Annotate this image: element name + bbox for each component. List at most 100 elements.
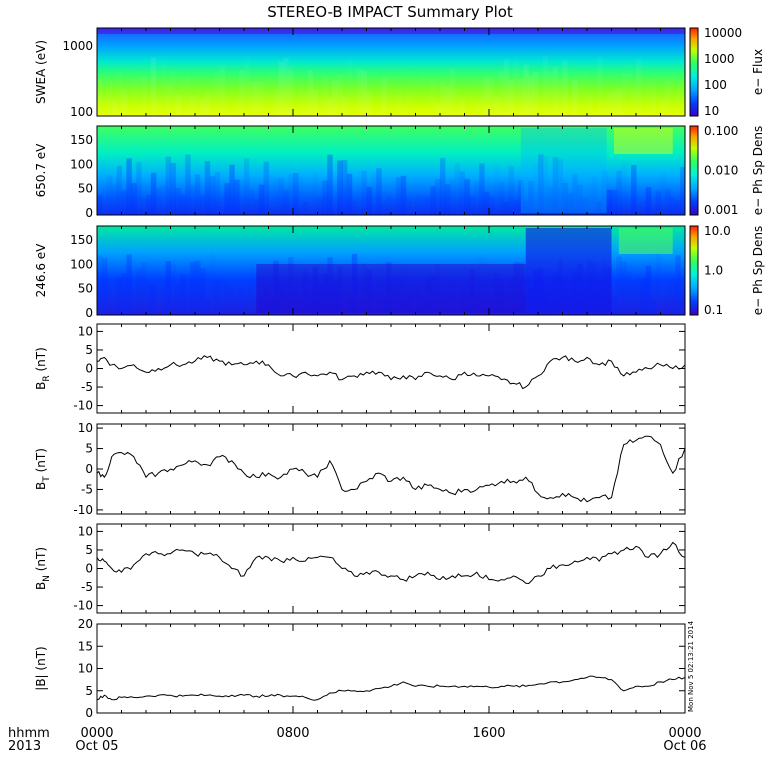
spectrogram-1-strip [587,93,593,116]
spectrogram-1-strip [503,58,510,116]
depleted-region [525,228,612,313]
y-axis-label: BN (nT) [34,547,52,590]
spectrogram-2-strip [513,200,519,215]
spectrogram-2-strip [395,177,402,215]
spectrogram-2-strip [538,154,544,215]
spectrogram-3-strip [199,268,206,315]
spectrogram-3-strip [351,253,358,315]
y-tick-label: 100 [70,105,93,119]
spectrogram-3-strip [204,299,211,315]
spectrogram-1-strip [465,99,470,116]
spectrogram-1-strip [596,56,603,116]
spectrogram-3-strip [283,270,289,315]
spectrogram-3-strip [474,291,480,315]
spectrogram-1-strip [121,89,127,116]
y-tick-label: 15 [78,639,93,653]
spectrogram-1-strip [244,57,249,116]
spectrogram-2-strip [552,157,559,215]
spectrogram-3-strip [381,295,387,315]
spectrogram-1-strip [253,81,260,116]
spectrogram-1-strip [136,70,141,116]
spectrogram-2-strip [180,195,186,215]
spectrogram-3-strip [121,273,127,315]
spectrogram-1-strip [514,60,519,116]
spectrogram-3-strip [170,264,176,315]
spectrogram-1-strip [459,99,465,116]
spectrogram-3-strip [234,294,240,315]
spectrogram-1-strip [474,101,480,116]
y-tick-label: 0 [85,306,93,320]
spectrogram-3-strip [136,268,142,315]
label-layer: STEREO-B IMPACT Summary Plot100001000100… [8,3,765,754]
spectrogram-layer [96,27,699,316]
spectrogram-3-strip [244,285,249,315]
spectrogram-3-strip [185,274,191,315]
spectrogram-3-strip [273,260,279,315]
spectrogram-3-strip [444,295,451,315]
spectrogram-3-strip [376,262,382,315]
spectrogram-3-strip [229,289,235,315]
spectrogram-1-strip [542,55,549,116]
spectrogram-2-strip [503,201,510,215]
spectrogram-1-strip [533,72,539,116]
spectrogram-1-strip [97,79,103,116]
low-flux-region [256,264,526,313]
colorbar-tick-label: 0.001 [704,203,738,217]
colorbar-tick-label: 0.1 [704,303,723,317]
spectrogram-3-strip [253,298,260,315]
spectrogram-2-strip [170,162,176,215]
y-tick-label: 50 [78,282,93,296]
spectrogram-1-strip [411,65,416,116]
x-date-label: Oct 06 [663,739,706,754]
y-label-subscript: T [42,476,52,483]
spectrogram-3-strip [327,257,333,315]
spectrogram-2-strip [489,196,495,215]
spectrogram-3-strip [661,296,666,315]
spectrogram-2-strip [224,183,230,215]
spectrogram-2-strip [425,196,431,215]
spectrogram-2-strip [655,190,661,215]
spectrogram-3-strip [655,253,661,315]
spectrogram-3-strip [337,266,343,315]
spectrogram-1-strip [395,89,402,116]
spectrogram-2-strip [253,199,260,215]
spectrogram-3-strip [146,282,152,315]
spectrogram-3-strip [126,254,132,315]
spectrogram-2-strip [185,154,191,215]
y-label-unit: (nT) [34,547,48,575]
spectrogram-2-strip [415,194,421,215]
line-panel-3-frame [96,523,686,614]
spectrogram-2-strip [626,195,631,215]
y-tick-label: 100 [70,157,93,171]
spectrogram-3-strip [131,290,137,315]
spectrogram-2-strip [400,175,407,215]
spectrogram-1-strip [611,91,617,116]
y-tick-label: -5 [81,580,93,594]
x-tick-label: 1600 [472,726,505,741]
spectrogram-3-strip [195,260,201,315]
spectrogram-1-strip [327,98,333,116]
spectrogram-1-strip [210,80,215,116]
spectrogram-2-strip [523,200,529,215]
spectrogram-1-strip [239,69,245,116]
year-corner-label: 2013 [8,739,41,754]
spectrogram-1-strip [621,74,626,116]
spectrogram-1-strip [420,73,425,116]
spectrogram-1-strip [106,81,113,116]
spectrogram-1-strip [224,96,229,116]
spectrogram-3-strip [640,278,647,315]
spectrogram-3-strip [469,269,475,315]
y-tick-label: 0 [85,362,93,376]
spectrogram-1-strip [406,92,411,116]
y-tick-label: -10 [73,599,93,613]
spectrogram-3-strip [611,296,617,315]
spectrogram-1-strip [102,97,107,116]
spectrogram-2-strip [381,200,387,215]
spectrogram-1-strip [366,91,372,116]
spectrogram-2-strip [636,170,641,215]
spectrogram-3-strip [425,280,431,315]
spectrogram-3-strip [263,285,269,315]
spectrogram-3-strip [440,287,446,315]
spectrogram-3-strip [420,295,426,315]
spectrogram-3-strip [278,281,284,315]
